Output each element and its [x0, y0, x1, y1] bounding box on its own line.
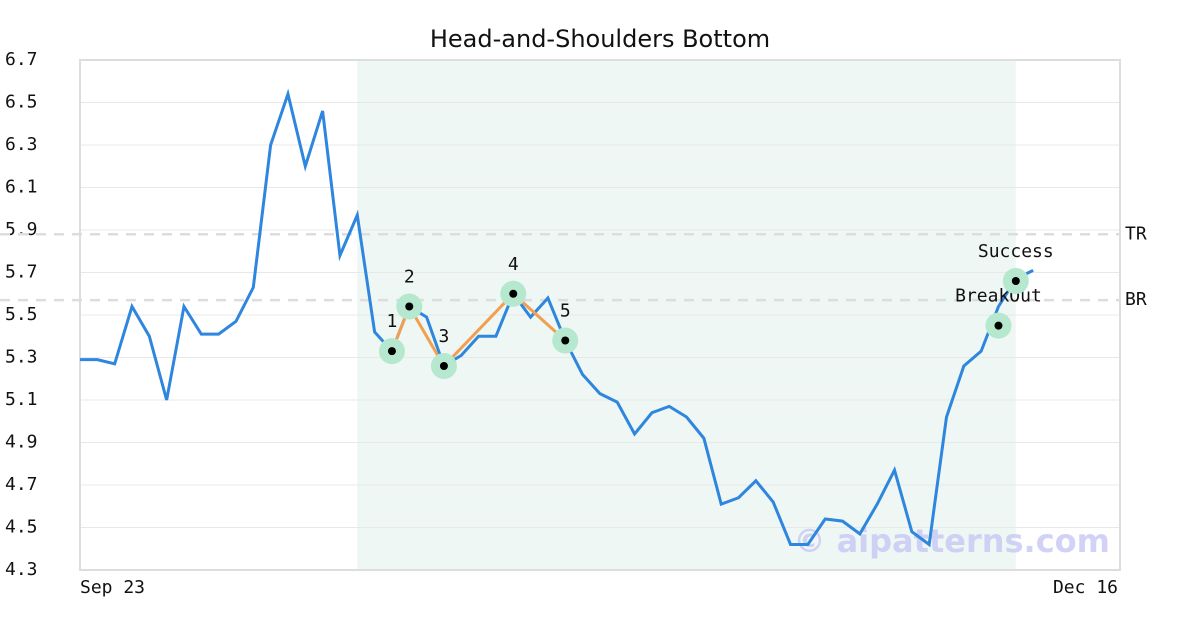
level-label: BR [1125, 289, 1147, 310]
point-dot [439, 362, 448, 370]
y-tick-label: 4.5 [5, 517, 38, 538]
plot-frame [79, 59, 1121, 571]
point-dot [387, 347, 396, 356]
y-tick-label: 6.3 [5, 134, 38, 155]
point-dot [1011, 277, 1020, 285]
y-tick-label: 5.5 [5, 304, 38, 325]
x-tick-label: Sep 23 [80, 577, 145, 598]
point-label: 3 [439, 326, 450, 347]
y-tick-label: 4.7 [5, 474, 38, 495]
point-dot [405, 302, 414, 311]
y-tick-label: 6.5 [5, 92, 38, 113]
chart-title: Head-and-Shoulders Bottom [430, 25, 770, 53]
point-dot [509, 289, 518, 298]
y-tick-label: 6.7 [5, 49, 38, 70]
y-tick-label: 5.3 [5, 347, 38, 368]
y-tick-label: 5.1 [5, 389, 38, 410]
y-tick-label: 4.9 [5, 432, 38, 453]
point-label: BreakOut [955, 286, 1042, 307]
point-label: 4 [508, 254, 519, 275]
point-label: 1 [387, 311, 398, 332]
x-tick-label: Dec 16 [1053, 577, 1118, 598]
y-tick-label: 4.3 [5, 559, 38, 580]
point-label: 2 [404, 267, 415, 288]
point-dot [994, 321, 1003, 330]
y-tick-label: 5.7 [5, 262, 38, 283]
watermark: © aipatterns.com [793, 522, 1110, 560]
point-label: 5 [560, 301, 571, 322]
point-dot [561, 336, 570, 345]
price-line [80, 88, 1034, 548]
y-tick-label: 6.1 [5, 177, 38, 198]
level-label: TR [1125, 223, 1147, 244]
y-tick-label: 5.9 [5, 219, 38, 240]
point-label: Success [978, 241, 1054, 262]
